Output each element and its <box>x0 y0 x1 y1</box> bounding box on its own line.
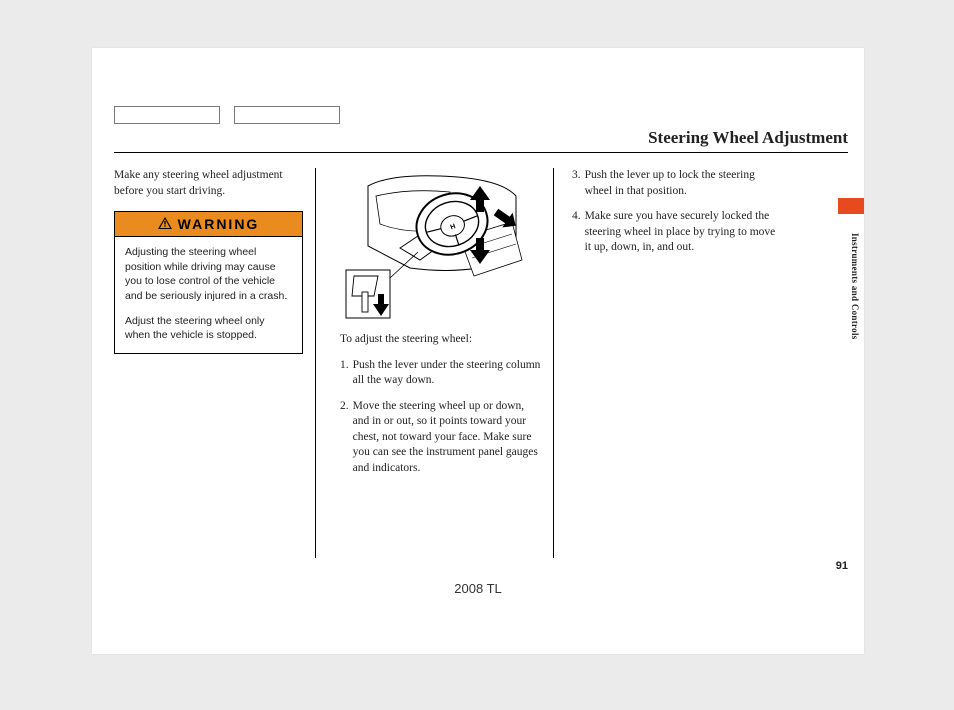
step-number: 4. <box>572 209 581 256</box>
instructions-block: To adjust the steering wheel: 1. Push th… <box>340 332 541 476</box>
instruction-step: 2. Move the steering wheel up or down, a… <box>340 399 541 477</box>
header-tab-box <box>234 106 340 124</box>
manual-page: Steering Wheel Adjustment Make any steer… <box>92 48 864 654</box>
warning-paragraph: Adjusting the steering wheel position wh… <box>125 245 292 304</box>
page-title: Steering Wheel Adjustment <box>648 128 848 148</box>
instruction-step: 3. Push the lever up to lock the steerin… <box>572 168 784 199</box>
step-text: Make sure you have securely locked the s… <box>585 209 784 256</box>
instruction-step: 1. Push the lever under the steering col… <box>340 358 541 389</box>
column-middle: H <box>340 168 554 558</box>
warning-triangle-icon <box>158 217 172 232</box>
warning-body: Adjusting the steering wheel position wh… <box>115 237 302 353</box>
intro-text: Make any steering wheel adjustment befor… <box>114 168 303 199</box>
header-tab-box <box>114 106 220 124</box>
column-right: 3. Push the lever up to lock the steerin… <box>572 168 784 558</box>
steering-wheel-illustration-icon: H <box>340 168 532 322</box>
instruction-step: 4. Make sure you have securely locked th… <box>572 209 784 256</box>
step-number: 3. <box>572 168 581 199</box>
step-text: Push the lever up to lock the steering w… <box>585 168 784 199</box>
steering-diagram: H <box>340 168 532 322</box>
footer-model-year: 2008 TL <box>92 581 864 596</box>
warning-header-text: WARNING <box>178 216 260 232</box>
header-tab-boxes <box>114 106 340 124</box>
warning-paragraph: Adjust the steering wheel only when the … <box>125 314 292 343</box>
step-text: Move the steering wheel up or down, and … <box>353 399 541 477</box>
step-text: Push the lever under the steering column… <box>353 358 541 389</box>
step-number: 1. <box>340 358 349 389</box>
page-number: 91 <box>836 560 848 572</box>
section-side-label: Instruments and Controls <box>850 233 860 340</box>
step-number: 2. <box>340 399 349 477</box>
column-left: Make any steering wheel adjustment befor… <box>114 168 316 558</box>
warning-header: WARNING <box>115 212 302 237</box>
warning-box: WARNING Adjusting the steering wheel pos… <box>114 211 303 354</box>
instructions-lead: To adjust the steering wheel: <box>340 332 541 348</box>
section-color-tab <box>838 198 864 214</box>
title-rule <box>114 152 848 153</box>
